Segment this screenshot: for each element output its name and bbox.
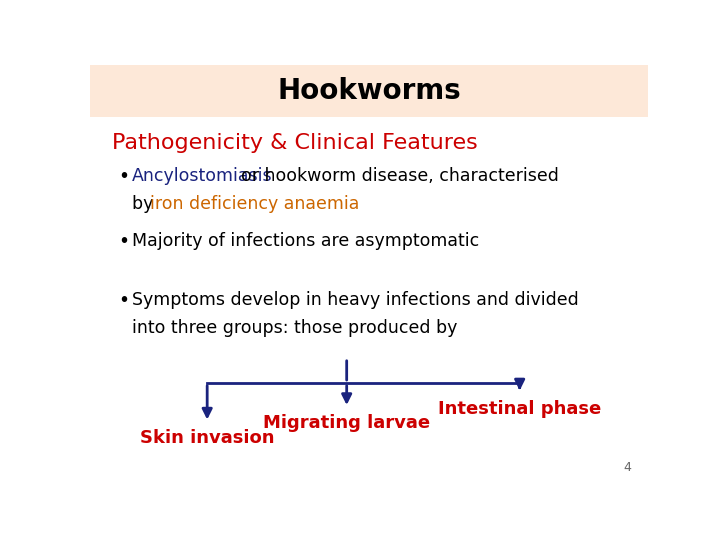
Text: into three groups: those produced by: into three groups: those produced by <box>132 319 457 338</box>
Text: Ancylostomiasis: Ancylostomiasis <box>132 167 272 185</box>
Text: 4: 4 <box>624 461 631 474</box>
Text: Skin invasion: Skin invasion <box>140 429 274 447</box>
Text: Hookworms: Hookworms <box>277 77 461 105</box>
Text: •: • <box>118 167 129 186</box>
Text: Majority of infections are asymptomatic: Majority of infections are asymptomatic <box>132 232 479 249</box>
Text: by: by <box>132 195 158 213</box>
Text: or hookworm disease, characterised: or hookworm disease, characterised <box>240 167 559 185</box>
Text: iron deficiency anaemia: iron deficiency anaemia <box>150 195 359 213</box>
Text: •: • <box>118 291 129 310</box>
FancyBboxPatch shape <box>90 65 648 117</box>
Text: Intestinal phase: Intestinal phase <box>438 400 601 417</box>
Text: Migrating larvae: Migrating larvae <box>263 414 431 432</box>
Text: Pathogenicity & Clinical Features: Pathogenicity & Clinical Features <box>112 133 478 153</box>
Text: •: • <box>118 232 129 251</box>
Text: Symptoms develop in heavy infections and divided: Symptoms develop in heavy infections and… <box>132 291 579 309</box>
